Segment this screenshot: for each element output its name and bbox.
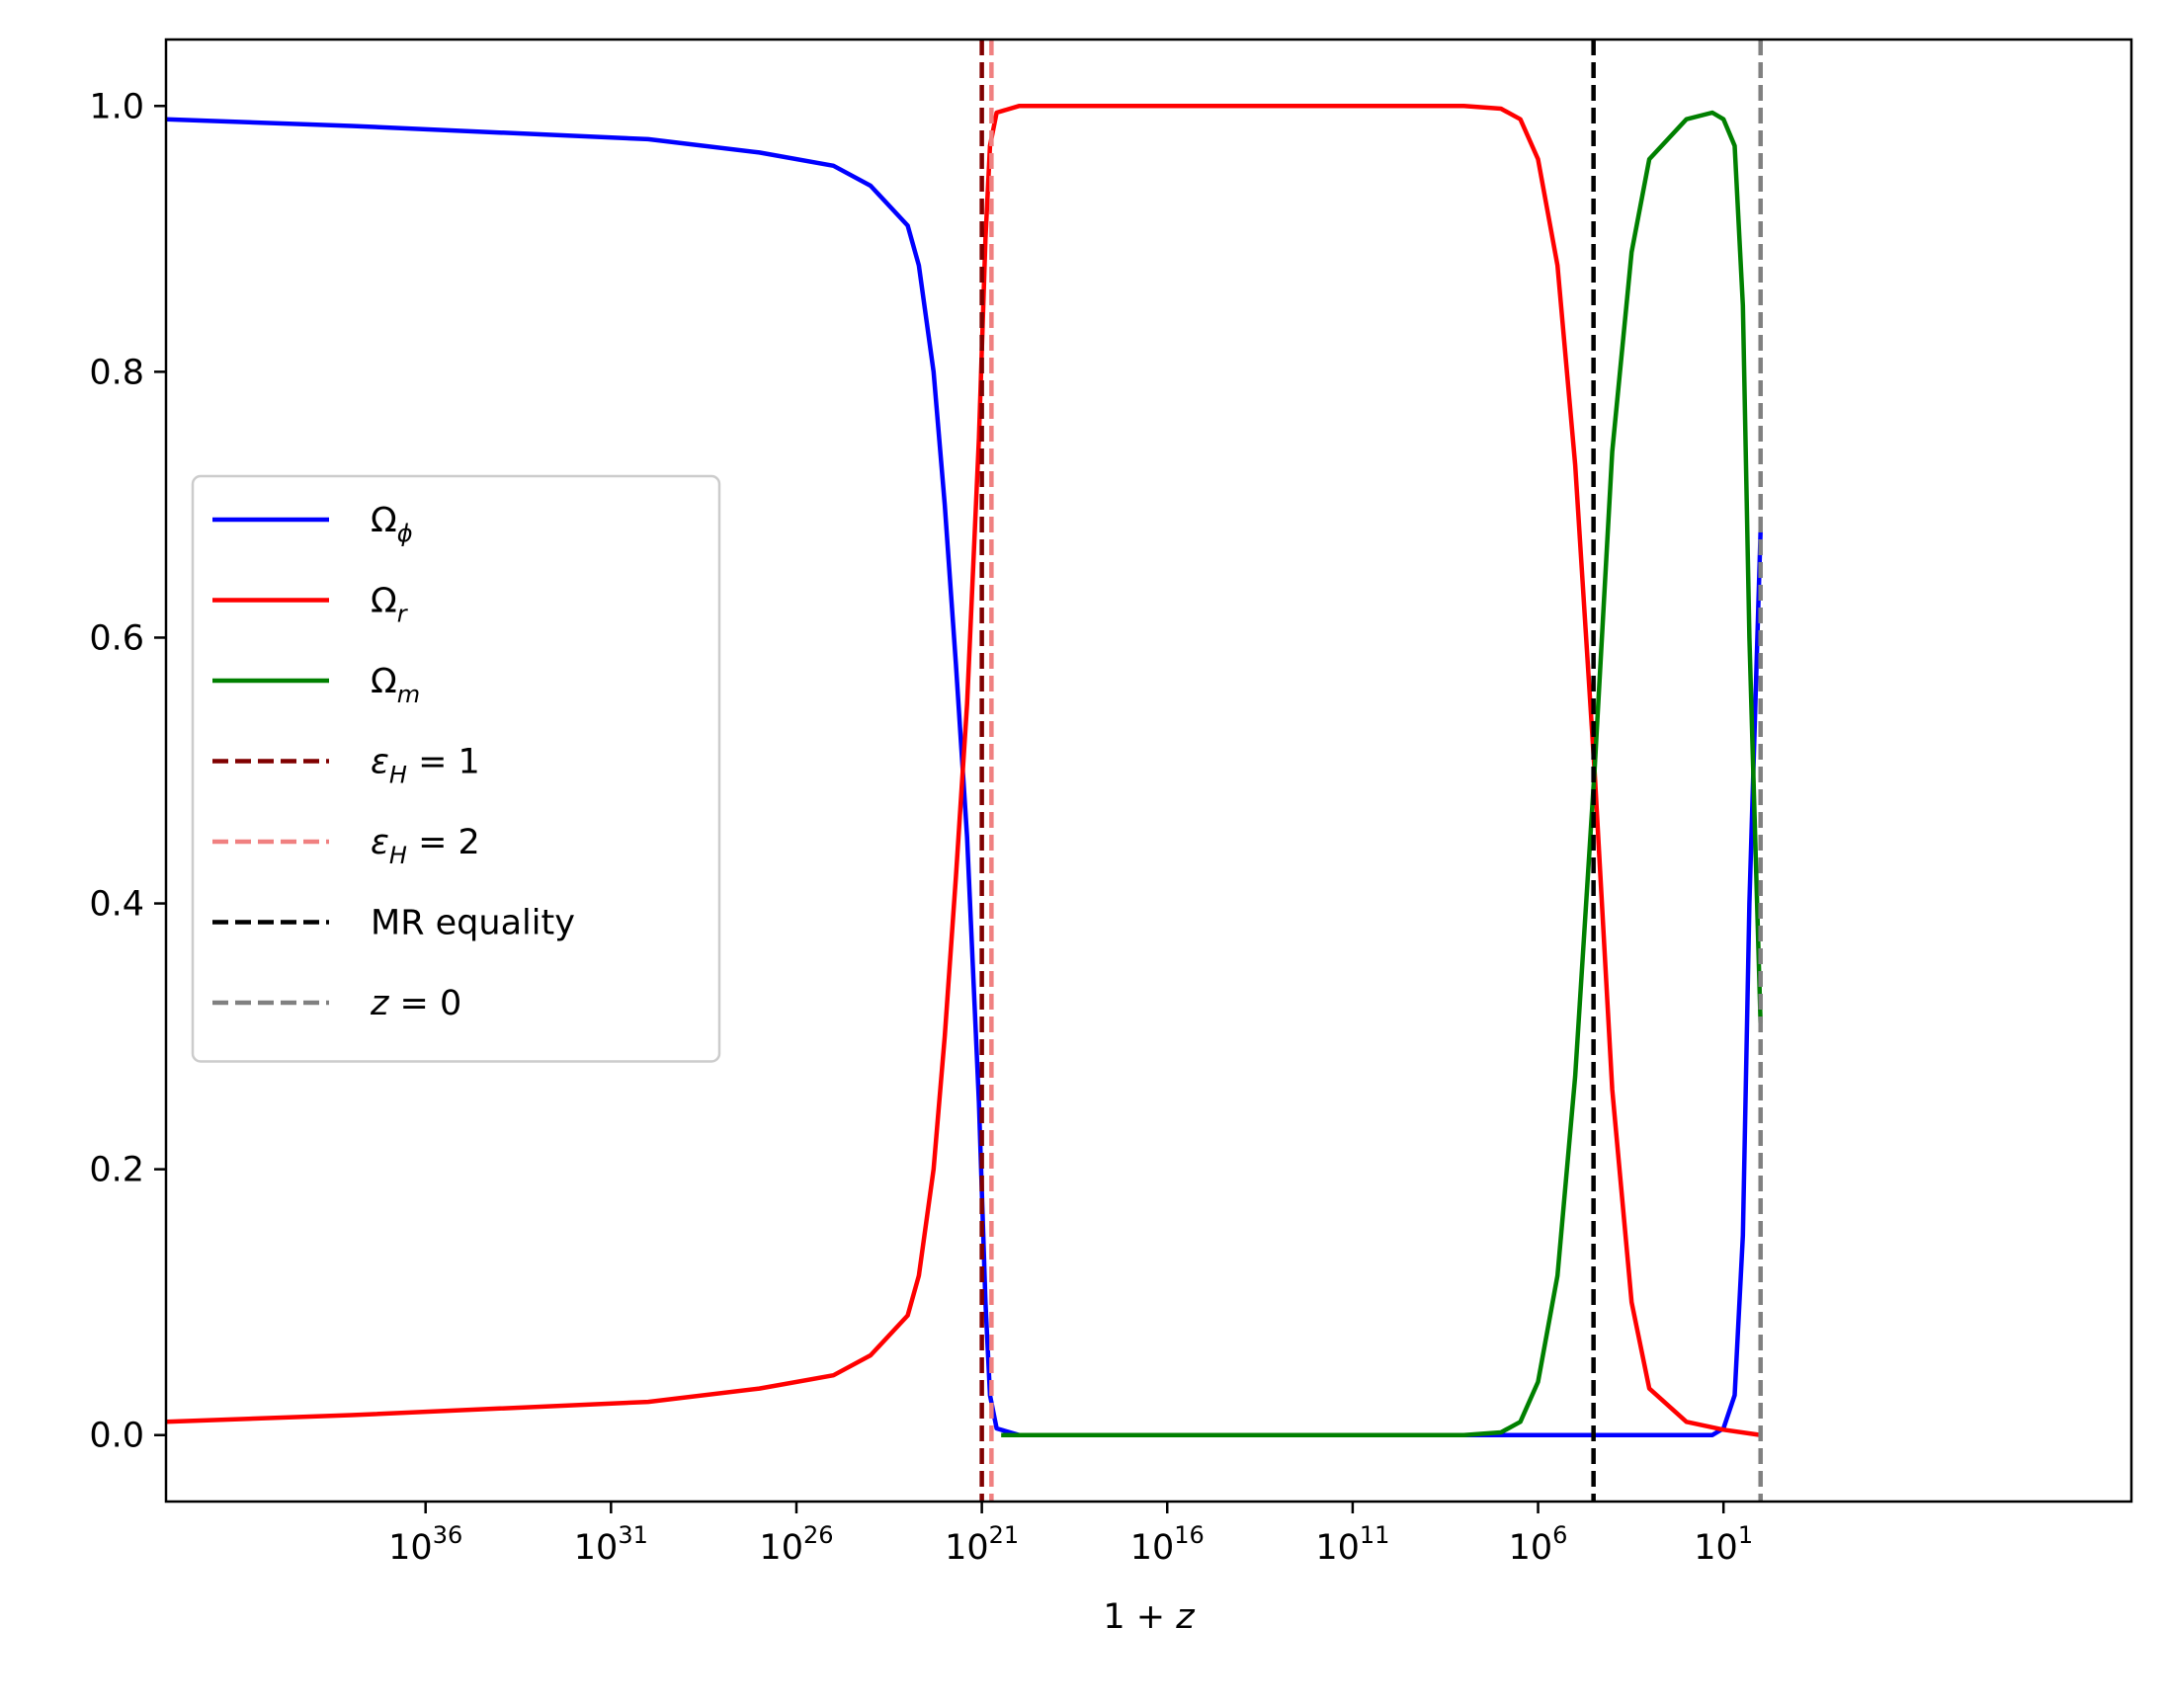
y-tick-label: 0.8 [89,353,144,392]
x-tick-label: 1011 [1315,1521,1389,1568]
legend-label: Ωr [371,582,409,628]
x-tick-label: 101 [1694,1521,1753,1568]
x-axis: 1036 1031 1026 1021 1016 1011 106 101 [388,1502,1753,1568]
vline-layer [979,40,1763,1502]
x-tick-label: 1021 [945,1521,1019,1568]
x-tick-label: 106 [1509,1521,1568,1568]
legend-entry: Ωϕ [212,501,413,547]
legend-entry: Ωm [212,662,420,708]
plot-frame [164,38,2133,1504]
legend-label: εH = 2 [371,823,480,869]
y-tick-label: 0.0 [89,1417,144,1456]
x-tick-label: 1016 [1130,1521,1205,1568]
y-tick-label: 1.0 [89,87,144,126]
x-tick-label: 1036 [388,1521,462,1568]
legend-entry: MR equality [212,904,575,943]
legend-entry: εH = 1 [212,743,480,789]
x-tick-label: 1031 [574,1521,648,1568]
legend-entry: Ωr [212,582,409,628]
legend-entry: εH = 2 [212,823,480,869]
y-tick-label: 0.4 [89,885,144,925]
y-tick-label: 0.2 [89,1151,144,1190]
x-axis-label: 1 + z [1103,1597,1195,1637]
x-tick-label: 1026 [759,1521,833,1568]
legend-box [191,474,721,1063]
legend-entry: z = 0 [212,984,461,1023]
legend-label: εH = 1 [371,743,480,789]
legend-label: z = 0 [370,984,461,1023]
legend: Ωϕ Ωr Ωm εH = 1 εH = 2 MR equality z = 0 [191,474,721,1063]
y-tick-label: 0.6 [89,618,144,658]
legend-label: Ωm [371,662,420,708]
legend-label: MR equality [371,904,575,943]
y-axis: 0.0 0.2 0.4 0.6 0.8 1.0 [89,87,166,1456]
legend-label: Ωϕ [371,501,413,547]
series-line-m [1001,110,1763,1437]
